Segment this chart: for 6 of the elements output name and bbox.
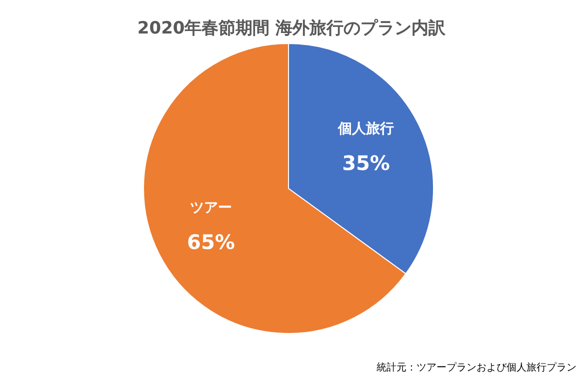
text: 統計元：ツアープランおよび個人旅行プラン bbox=[376, 362, 576, 374]
data-label: 35% bbox=[342, 151, 390, 176]
data-label: 65% bbox=[187, 230, 235, 254]
chart-title: 2020年春節期間 海外旅行のプラン内訳 bbox=[137, 18, 447, 38]
slice-label: 個人旅行 bbox=[337, 121, 394, 138]
slice-label: ツアー bbox=[190, 200, 232, 216]
